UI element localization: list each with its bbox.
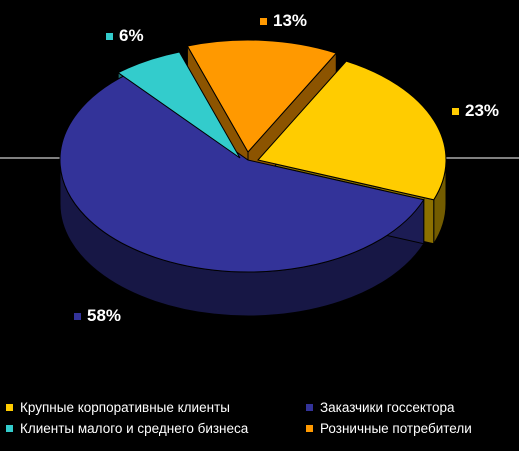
data-label-text: 13% [273, 11, 308, 30]
legend-label: Заказчики госсектора [320, 400, 455, 415]
legend-label: Розничные потребители [320, 421, 472, 436]
data-label-swatch [106, 32, 113, 40]
legend-swatch [6, 425, 13, 432]
legend-row: Крупные корпоративные клиенты Заказчики … [6, 397, 516, 418]
data-label-swatch [452, 107, 459, 115]
legend-item-large-corporate: Крупные корпоративные клиенты [6, 397, 306, 418]
pie-slices [59, 39, 447, 317]
legend-item-public-sector: Заказчики госсектора [306, 397, 455, 418]
data-label-text: 23% [465, 101, 500, 120]
data-label-text: 58% [87, 306, 122, 325]
legend-swatch [306, 425, 313, 432]
data-label-small-business: 6% [106, 26, 144, 46]
data-label-text: 6% [119, 26, 144, 45]
legend-item-small-business: Клиенты малого и среднего бизнеса [6, 418, 306, 439]
pie-slice-retail [186, 39, 338, 153]
pie-slice-small-business [117, 51, 241, 159]
data-label-swatch [260, 17, 267, 25]
chart-legend: Крупные корпоративные клиенты Заказчики … [6, 397, 516, 439]
legend-item-retail: Розничные потребители [306, 418, 472, 439]
legend-label: Крупные корпоративные клиенты [20, 400, 230, 415]
legend-row: Клиенты малого и среднего бизнеса Рознич… [6, 418, 516, 439]
legend-label: Клиенты малого и среднего бизнеса [20, 421, 249, 436]
legend-swatch [6, 404, 13, 411]
pie-slice-public-sector [59, 74, 425, 273]
legend-swatch [306, 404, 313, 411]
data-label-swatch [74, 312, 81, 320]
data-label-retail: 13% [260, 11, 307, 31]
data-label-large-corporate: 23% [452, 101, 499, 121]
data-label-public-sector: 58% [74, 306, 121, 326]
pie-slice-large-corporate [257, 60, 447, 201]
